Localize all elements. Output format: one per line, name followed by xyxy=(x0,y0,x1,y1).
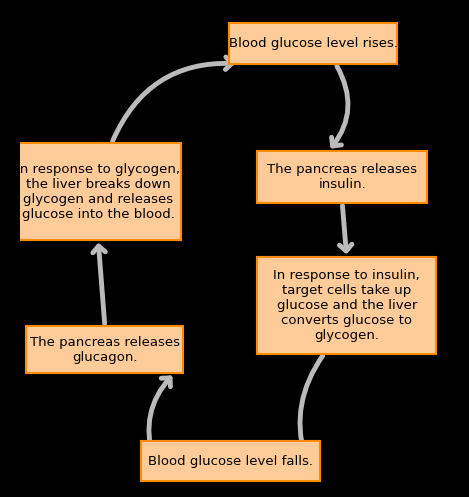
Text: The pancreas releases
glucagon.: The pancreas releases glucagon. xyxy=(30,336,180,364)
FancyBboxPatch shape xyxy=(257,257,436,353)
FancyBboxPatch shape xyxy=(229,23,397,64)
Text: Blood glucose level falls.: Blood glucose level falls. xyxy=(148,455,313,468)
FancyBboxPatch shape xyxy=(26,327,183,373)
FancyBboxPatch shape xyxy=(141,441,320,481)
FancyBboxPatch shape xyxy=(15,144,181,240)
Text: Blood glucose level rises.: Blood glucose level rises. xyxy=(228,37,398,50)
Text: In response to insulin,
target cells take up
glucose and the liver
converts gluc: In response to insulin, target cells tak… xyxy=(273,269,420,342)
Text: In response to glycogen,
the liver breaks down
glycogen and releases
glucose int: In response to glycogen, the liver break… xyxy=(16,163,180,221)
FancyBboxPatch shape xyxy=(257,151,427,203)
Text: The pancreas releases
insulin.: The pancreas releases insulin. xyxy=(267,163,417,191)
